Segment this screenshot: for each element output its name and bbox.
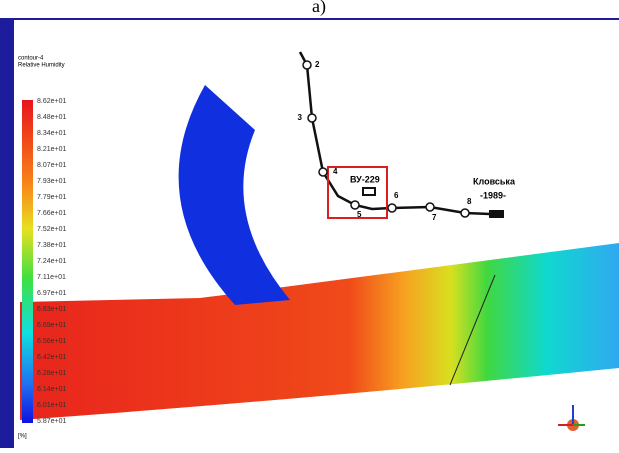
legend-label: 7.79e+01 [37,194,66,201]
highlight-box [327,166,388,219]
legend-label: 7.11e+01 [37,274,66,281]
station [307,113,317,123]
legend-label: 8.48e+01 [37,114,66,121]
legend-label: 6.97e+01 [37,290,66,297]
legend-label: 6.69e+01 [37,322,66,329]
station-number: 4 [333,167,338,176]
station [425,202,435,212]
station-number: 5 [357,210,362,219]
contour-field [20,243,619,420]
legend-label: 5.87e+01 [37,418,66,425]
legend-labels: 8.62e+01 8.48e+01 8.34e+01 8.21e+01 8.07e+01… [37,98,66,425]
legend-label: 6.14e+01 [37,386,66,393]
legend-label: 8.62e+01 [37,98,66,105]
station-name: Кловська [473,176,516,186]
legend-label: 7.93e+01 [37,178,66,185]
legend-label: 6.83e+01 [37,306,66,313]
contour-shaft [178,85,290,305]
terminal [489,210,504,218]
caption: a) [312,0,326,17]
station-number: 7 [432,213,437,222]
legend-unit: [%] [18,434,27,440]
station-number: 8 [467,197,472,206]
legend-label: 8.21e+01 [37,146,66,153]
station [318,167,328,177]
stations: 2 3 4 5 6 7 8 [298,60,472,222]
station-number: 2 [315,60,320,69]
axes-icon [558,405,585,431]
legend-label: 7.52e+01 [37,226,66,233]
legend-label: 6.42e+01 [37,354,66,361]
station [350,200,360,210]
legend-label: 7.66e+01 [37,210,66,217]
station [302,60,312,70]
station [387,203,397,213]
legend-label: 8.07e+01 [37,162,66,169]
section-line [449,274,496,386]
legend-label: 6.28e+01 [37,370,66,377]
legend-title: contour-4 [18,56,44,62]
colorbar [22,100,33,423]
station-number: 6 [394,191,399,200]
shaft-icon [362,187,376,196]
shaft-label: ВУ-229 [350,174,380,184]
legend-label: 6.56e+01 [37,338,66,345]
legend-variable: Relative Humidity [18,63,65,69]
legend-label: 7.38e+01 [37,242,66,249]
legend-label: 8.34e+01 [37,130,66,137]
station-number: 3 [298,113,303,122]
legend-label: 7.24e+01 [37,258,66,265]
legend-label: 6.01e+01 [37,402,66,409]
station-year: -1989- [480,190,506,200]
station [460,208,470,218]
